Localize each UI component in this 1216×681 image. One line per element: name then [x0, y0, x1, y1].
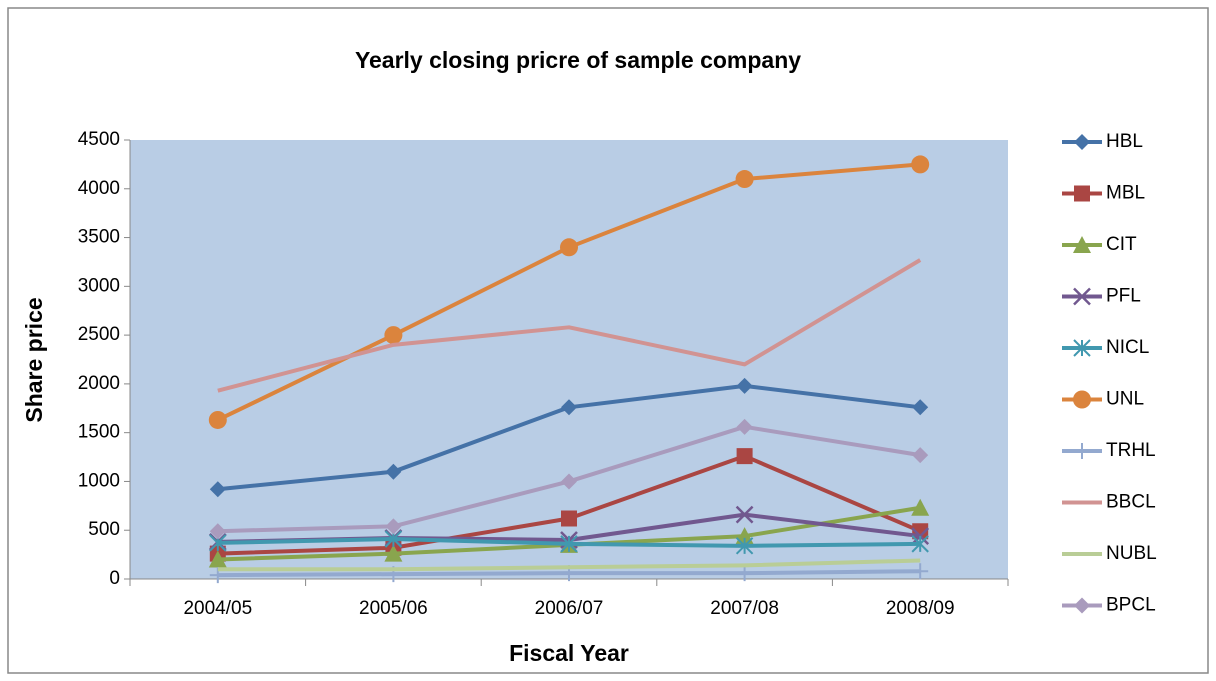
legend-label: NUBL [1106, 543, 1157, 564]
marker [1073, 339, 1091, 357]
marker [384, 326, 403, 345]
chart-title: Yearly closing pricre of sample company [355, 47, 801, 73]
y-tick-label: 500 [88, 519, 120, 540]
series-line [217, 258, 922, 393]
legend-label: PFL [1106, 286, 1141, 307]
marker [735, 170, 754, 189]
x-tick-label: 2006/07 [535, 598, 604, 619]
legend-label: BBCL [1106, 492, 1156, 513]
marker [561, 399, 577, 416]
x-tick-label: 2007/08 [710, 598, 779, 619]
marker [209, 523, 226, 540]
marker [385, 463, 402, 480]
marker [1074, 134, 1090, 150]
y-tick-label: 2500 [78, 324, 120, 345]
legend-label: TRHL [1106, 440, 1156, 461]
marker [1073, 390, 1091, 409]
x-tick-label: 2008/09 [886, 598, 955, 619]
legend-label: NICL [1106, 337, 1149, 358]
marker [561, 510, 577, 527]
y-tick-label: 3500 [78, 227, 120, 248]
x-tick-label: 2005/06 [359, 598, 428, 619]
y-tick-label: 4500 [78, 129, 120, 150]
marker [912, 399, 929, 416]
marker [208, 410, 227, 429]
y-tick-label: 1000 [78, 470, 120, 491]
legend-label: BPCL [1106, 595, 1156, 616]
marker [1074, 185, 1090, 202]
marker [911, 498, 930, 516]
marker [209, 481, 226, 498]
marker [911, 535, 929, 553]
marker [1073, 287, 1091, 306]
y-tick-label: 0 [109, 568, 120, 589]
x-axis-label: Fiscal Year [509, 640, 629, 666]
marker [1073, 236, 1091, 253]
marker [1074, 597, 1090, 614]
marker [736, 377, 753, 394]
marker [735, 505, 754, 524]
legend-label: MBL [1106, 183, 1145, 204]
marker [208, 550, 227, 568]
y-tick-label: 4000 [78, 178, 120, 199]
marker [561, 473, 577, 490]
y-tick-label: 1500 [78, 422, 120, 443]
legend-label: HBL [1106, 131, 1143, 152]
marker [736, 418, 753, 435]
marker [560, 535, 578, 553]
marker [384, 544, 403, 562]
legend-label: UNL [1106, 389, 1144, 410]
marker [735, 537, 754, 555]
marker [911, 155, 930, 174]
marker [560, 238, 578, 257]
marker [385, 518, 402, 535]
marker [912, 563, 929, 580]
marker [735, 527, 754, 545]
x-tick-label: 2004/05 [183, 598, 252, 619]
y-tick-label: 3000 [78, 275, 120, 296]
y-tick-label: 2000 [78, 373, 120, 394]
marker [1074, 443, 1090, 459]
marker [912, 447, 929, 464]
marker [736, 565, 753, 582]
legend-label: CIT [1106, 234, 1137, 255]
y-axis-label: Share price [21, 297, 47, 422]
series-line [217, 558, 921, 572]
marker [736, 448, 753, 465]
